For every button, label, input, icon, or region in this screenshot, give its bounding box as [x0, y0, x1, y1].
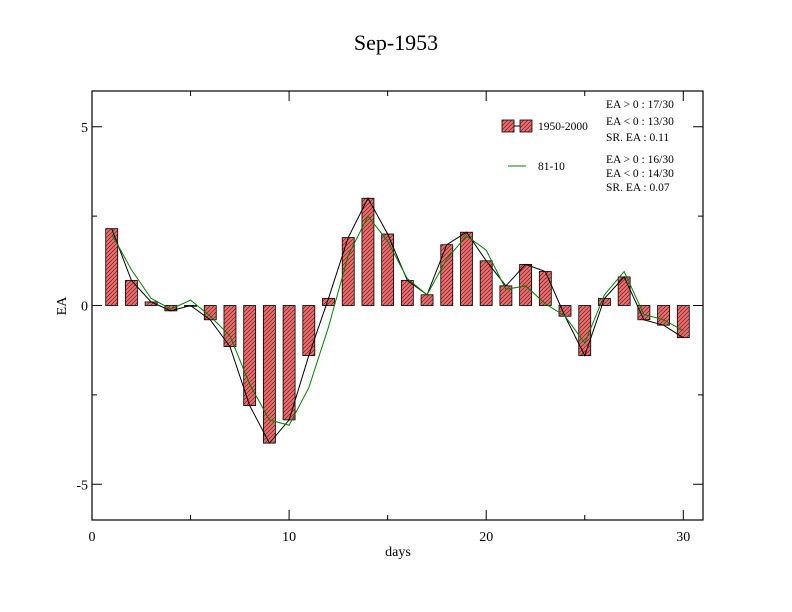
series-line-81-10 [111, 215, 684, 426]
x-tick-label-30: 30 [676, 530, 690, 545]
bar-day-14 [361, 197, 375, 306]
legend-stat-pos-1: EA > 0 : 17/30 [606, 99, 674, 111]
ticks-layer: 0 10 20 30 -5 0 5 [76, 91, 703, 545]
legend-entry-1950-2000: 1950-2000 EA > 0 : 17/30 EA < 0 : 13/30 … [501, 99, 674, 144]
x-tick-label-0: 0 [89, 530, 96, 545]
lines-layer [111, 197, 684, 445]
bar-day-22 [519, 263, 533, 306]
legend-label-81-10: 81-10 [538, 161, 565, 173]
y-tick-label--5: -5 [76, 478, 88, 493]
bar-day-17 [420, 294, 434, 306]
bar-day-2 [125, 280, 138, 306]
bar-day-8 [243, 305, 257, 406]
bar-day-11 [302, 305, 316, 356]
y-tick-label-5: 5 [81, 121, 88, 136]
legend-stat-neg-2: EA < 0 : 14/30 [606, 168, 674, 180]
bar-day-28 [637, 305, 651, 321]
legend-entry-81-10: 81-10 EA > 0 : 16/30 EA < 0 : 14/30 SR. … [508, 154, 674, 194]
legend-stat-sr-1: SR. EA : 0.11 [606, 132, 669, 144]
bar-day-30 [676, 305, 690, 339]
x-tick-label-20: 20 [479, 530, 493, 545]
x-tick-label-10: 10 [282, 530, 296, 545]
y-axis-label: EA [55, 296, 70, 316]
legend-stat-pos-2: EA > 0 : 16/30 [606, 154, 674, 166]
legend-stat-neg-1: EA < 0 : 13/30 [606, 116, 674, 128]
bars-layer [105, 197, 690, 444]
x-axis-label: days [385, 545, 411, 560]
bar-day-20 [479, 260, 493, 306]
legend: 1950-2000 EA > 0 : 17/30 EA < 0 : 13/30 … [501, 99, 674, 194]
bar-day-19 [460, 231, 473, 306]
chart-title: Sep-1953 [354, 30, 438, 55]
bar-day-10 [282, 305, 296, 421]
legend-swatch-bar-left [501, 119, 515, 133]
bar-day-9 [262, 305, 276, 444]
legend-stat-sr-2: SR. EA : 0.07 [606, 182, 670, 194]
legend-label-1950-2000: 1950-2000 [538, 121, 588, 133]
bar-day-16 [400, 280, 414, 306]
legend-swatch-bar-right [519, 119, 533, 133]
y-tick-label-0: 0 [81, 300, 88, 315]
series-line-1950-2000 [111, 197, 684, 445]
